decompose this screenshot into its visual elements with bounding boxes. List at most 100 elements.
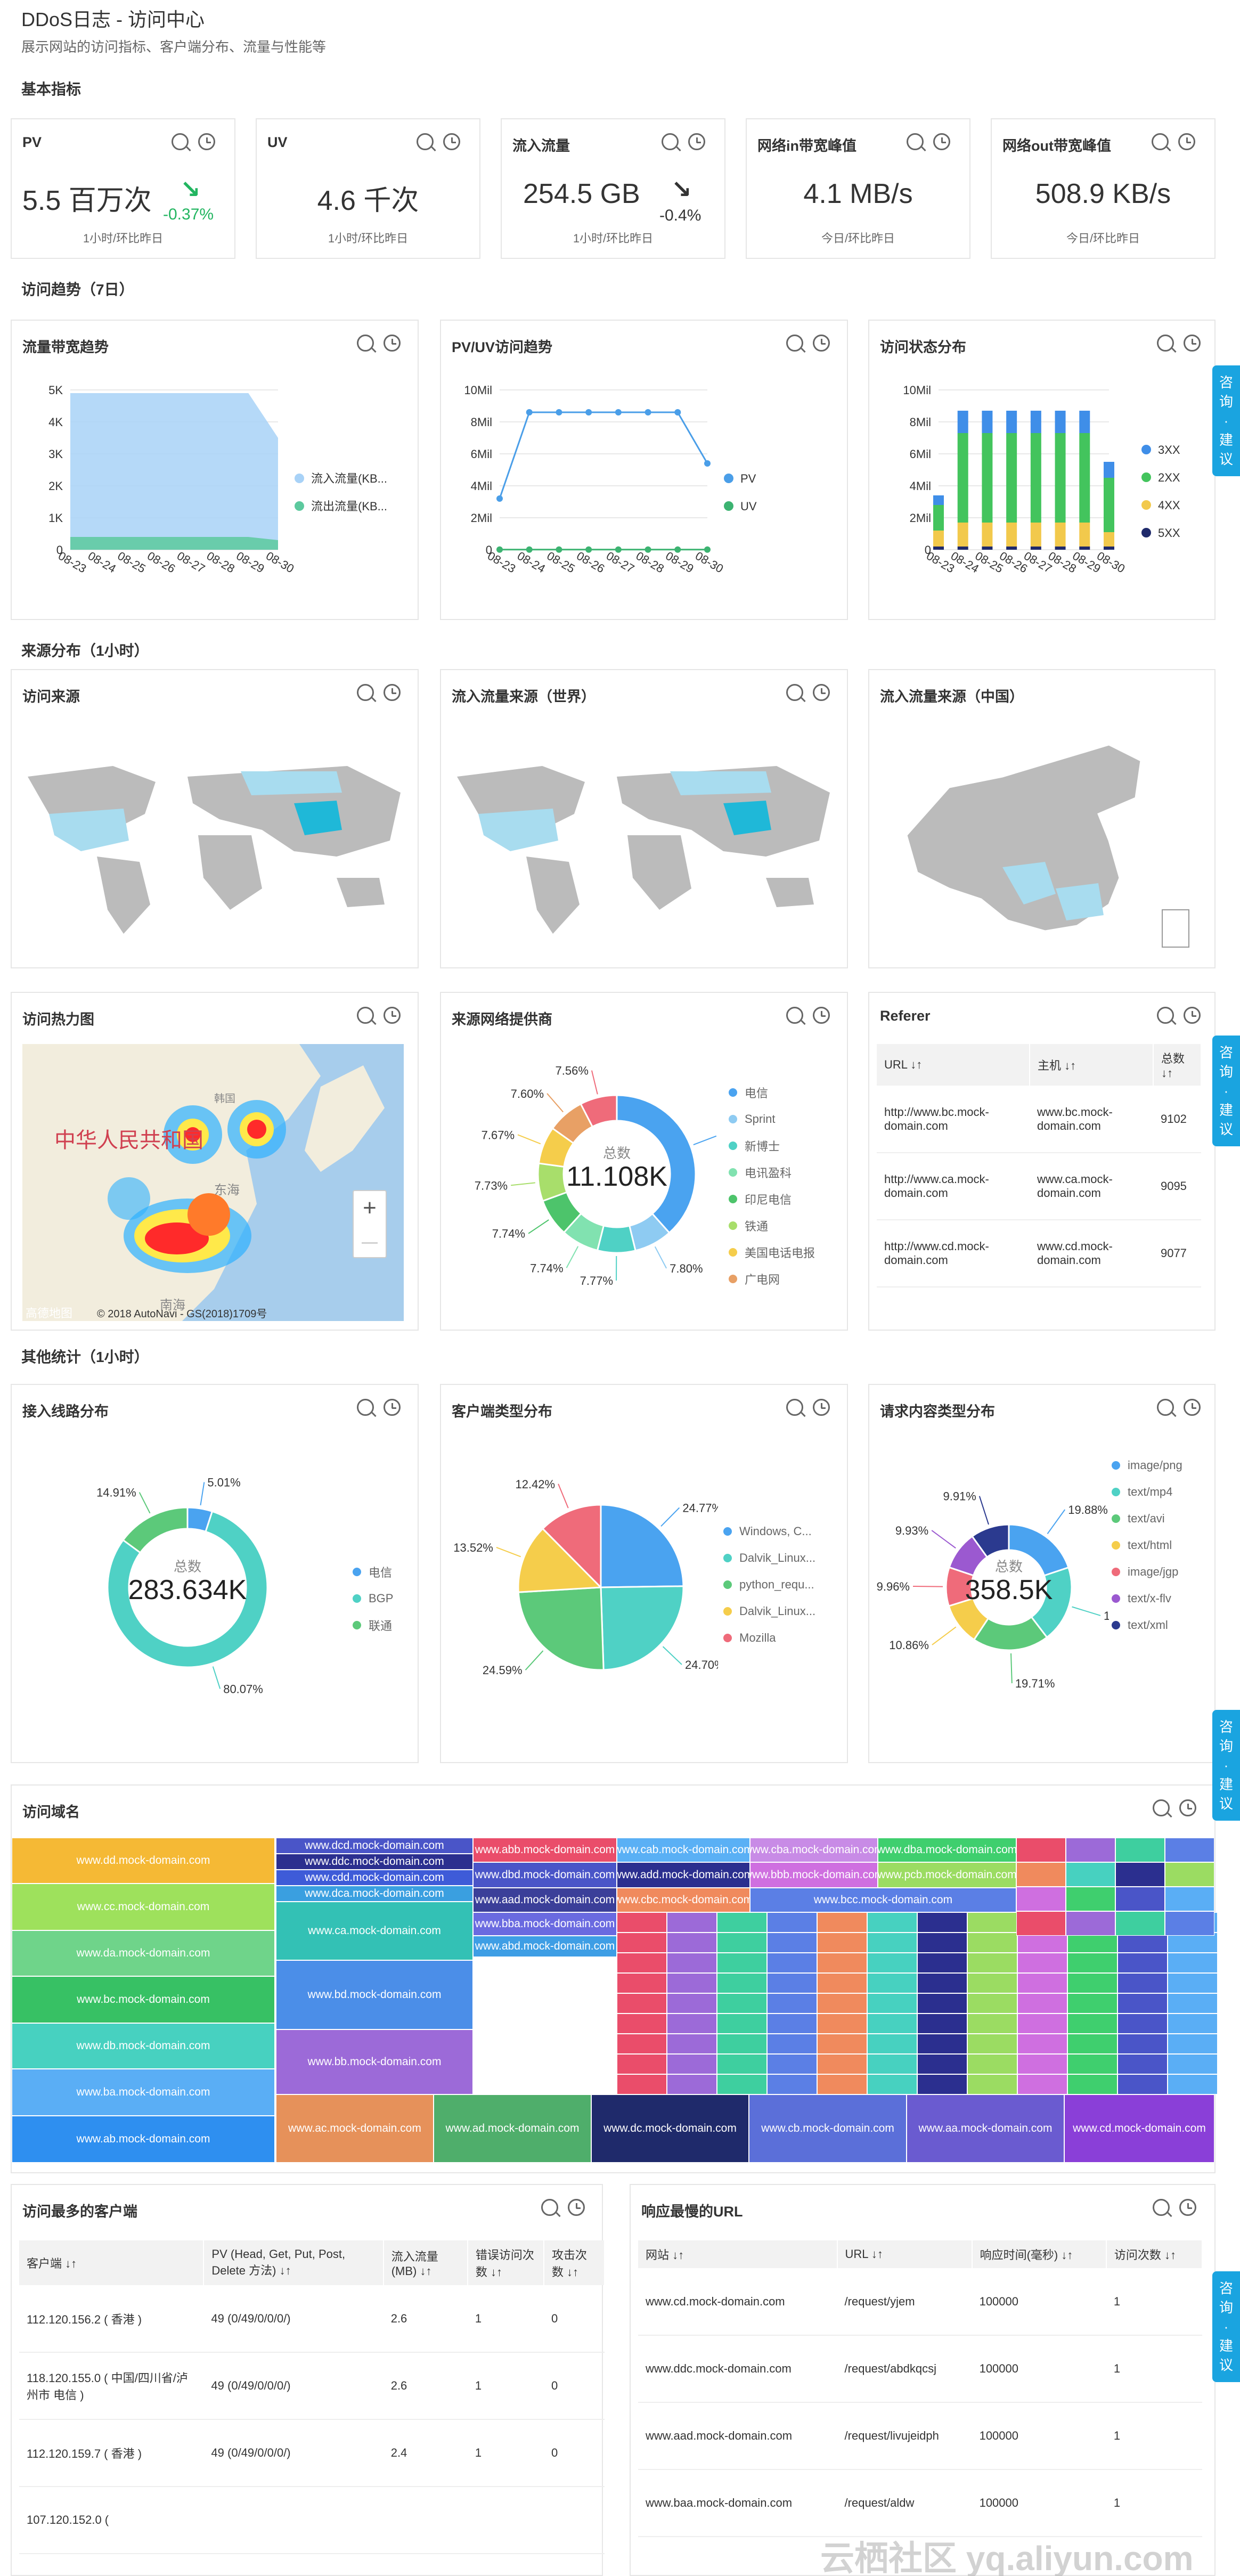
treemap-cell[interactable] <box>1017 1953 1067 1973</box>
feedback-tab[interactable]: 咨询 · 建议 <box>1212 1036 1240 1146</box>
treemap-cell[interactable] <box>867 1973 917 1993</box>
slow-url-header[interactable]: 响应时间(毫秒) ↓↑ <box>972 2240 1107 2268</box>
treemap-cell[interactable] <box>1117 2074 1168 2094</box>
treemap-cell[interactable] <box>767 2054 817 2074</box>
treemap-cell[interactable] <box>1117 1973 1168 1993</box>
treemap-cell[interactable] <box>767 1912 817 1933</box>
treemap-cell[interactable] <box>967 1933 1017 1953</box>
treemap-cell[interactable]: www.cba.mock-domain.com <box>750 1838 878 1862</box>
treemap-cell[interactable]: www.dca.mock-domain.com <box>276 1886 473 1902</box>
client-header[interactable]: 攻击次数 ↓↑ <box>543 2240 606 2285</box>
treemap-cell[interactable]: www.bd.mock-domain.com <box>276 1960 473 2029</box>
legend-item[interactable]: text/x-flv <box>1112 1585 1182 1612</box>
treemap-cell[interactable]: www.dba.mock-domain.com <box>878 1838 1016 1862</box>
treemap-cell[interactable] <box>1168 1993 1218 2013</box>
treemap-cell[interactable] <box>1017 2034 1067 2054</box>
treemap-cell[interactable] <box>1066 1911 1115 1936</box>
legend-item[interactable]: 新博士 <box>729 1132 815 1159</box>
treemap-cell[interactable] <box>817 1973 867 1993</box>
clock-icon[interactable] <box>568 2199 585 2216</box>
treemap-cell[interactable] <box>617 1933 667 1953</box>
zoom-icon[interactable] <box>1153 1799 1170 1816</box>
treemap-cell[interactable] <box>617 1953 667 1973</box>
treemap-cell[interactable] <box>967 2034 1017 2054</box>
legend-item[interactable]: 印尼电信 <box>729 1186 815 1212</box>
treemap-cell[interactable] <box>667 2054 717 2074</box>
clock-icon[interactable] <box>443 133 460 150</box>
treemap-cell[interactable]: www.dcd.mock-domain.com <box>276 1838 473 1854</box>
feedback-tab[interactable]: 咨询 · 建议 <box>1212 365 1240 476</box>
treemap-cell[interactable] <box>817 1933 867 1953</box>
treemap-cell[interactable]: www.cbc.mock-domain.com <box>617 1888 750 1912</box>
treemap-cell[interactable] <box>1115 1911 1165 1936</box>
treemap-cell[interactable]: www.dd.mock-domain.com <box>12 1838 275 1884</box>
treemap-cell[interactable] <box>817 2034 867 2054</box>
legend-item[interactable]: 广电网 <box>729 1266 815 1292</box>
treemap-cell[interactable]: www.pcb.mock-domain.com <box>878 1862 1016 1888</box>
treemap-cell[interactable] <box>1017 2013 1067 2034</box>
treemap-cell[interactable] <box>917 1953 967 1973</box>
treemap-cell[interactable] <box>1165 1887 1214 1911</box>
treemap-cell[interactable] <box>1067 1953 1117 1973</box>
treemap-cell[interactable] <box>917 2054 967 2074</box>
treemap-cell[interactable]: www.aa.mock-domain.com <box>907 2094 1064 2163</box>
legend-item[interactable]: image/jgp <box>1112 1559 1182 1585</box>
treemap-cell[interactable] <box>1066 1862 1115 1887</box>
treemap-cell[interactable]: www.ca.mock-domain.com <box>276 1902 473 1960</box>
treemap-cell[interactable] <box>1016 1862 1066 1887</box>
treemap-cell[interactable] <box>1117 1953 1168 1973</box>
treemap-cell[interactable] <box>667 1933 717 1953</box>
zoom-icon[interactable] <box>1157 1399 1174 1416</box>
treemap-cell[interactable] <box>767 1973 817 1993</box>
treemap-cell[interactable] <box>1067 2013 1117 2034</box>
treemap-cell[interactable] <box>917 1912 967 1933</box>
clock-icon[interactable] <box>384 1007 401 1024</box>
treemap-cell[interactable] <box>867 1953 917 1973</box>
treemap-cell[interactable] <box>917 2074 967 2094</box>
clock-icon[interactable] <box>198 133 215 150</box>
treemap-cell[interactable]: www.add.mock-domain.com <box>617 1862 750 1888</box>
clock-icon[interactable] <box>1184 1007 1201 1024</box>
client-header[interactable]: 错误访问次数 ↓↑ <box>467 2240 544 2285</box>
zoom-icon[interactable] <box>1152 133 1169 150</box>
treemap-cell[interactable] <box>1016 1911 1066 1936</box>
treemap-cell[interactable] <box>867 1993 917 2013</box>
zoom-icon[interactable] <box>357 1007 374 1024</box>
treemap-cell[interactable] <box>1017 1973 1067 1993</box>
treemap-cell[interactable]: www.cab.mock-domain.com <box>617 1838 750 1862</box>
treemap-cell[interactable] <box>1168 1953 1218 1973</box>
treemap-cell[interactable] <box>667 1953 717 1973</box>
referer-header[interactable]: 总数 ↓↑ <box>1153 1044 1202 1086</box>
treemap-cell[interactable] <box>817 2013 867 2034</box>
treemap-cell[interactable] <box>1017 2054 1067 2074</box>
treemap-cell[interactable] <box>917 2034 967 2054</box>
treemap-cell[interactable] <box>1067 2034 1117 2054</box>
treemap-cell[interactable]: www.db.mock-domain.com <box>12 2023 275 2069</box>
treemap-cell[interactable] <box>967 1973 1017 1993</box>
treemap-cell[interactable] <box>817 2074 867 2094</box>
zoom-icon[interactable] <box>1157 1007 1174 1024</box>
treemap-cell[interactable] <box>1117 2054 1168 2074</box>
treemap-cell[interactable] <box>1067 1933 1117 1953</box>
treemap-cell[interactable] <box>617 1993 667 2013</box>
zoom-icon[interactable] <box>172 133 189 150</box>
zoom-icon[interactable] <box>1157 335 1174 352</box>
zoom-icon[interactable] <box>541 2199 558 2216</box>
client-header[interactable]: 流入流量 (MB) ↓↑ <box>383 2240 468 2285</box>
slow-url-row[interactable]: www.baa.mock-domain.com/request/aldw 1000… <box>638 2469 1202 2537</box>
treemap-cell[interactable] <box>867 2034 917 2054</box>
legend-item[interactable]: Dalvik_Linux... <box>723 1545 815 1571</box>
treemap-cell[interactable] <box>817 2054 867 2074</box>
treemap-cell[interactable] <box>1067 2054 1117 2074</box>
treemap-cell[interactable]: www.dbd.mock-domain.com <box>473 1862 617 1888</box>
treemap-cell[interactable] <box>717 2013 767 2034</box>
clock-icon[interactable] <box>813 1007 830 1024</box>
treemap-cell[interactable]: www.ac.mock-domain.com <box>276 2094 434 2163</box>
legend-item[interactable]: BGP <box>353 1585 393 1612</box>
treemap-cell[interactable] <box>767 1953 817 1973</box>
legend-item[interactable]: image/png <box>1112 1452 1182 1479</box>
legend-item[interactable]: Sprint <box>729 1106 815 1132</box>
treemap-cell[interactable]: www.ba.mock-domain.com <box>12 2069 275 2116</box>
treemap-cell[interactable] <box>917 1933 967 1953</box>
zoom-in-button[interactable]: + <box>363 1195 377 1221</box>
